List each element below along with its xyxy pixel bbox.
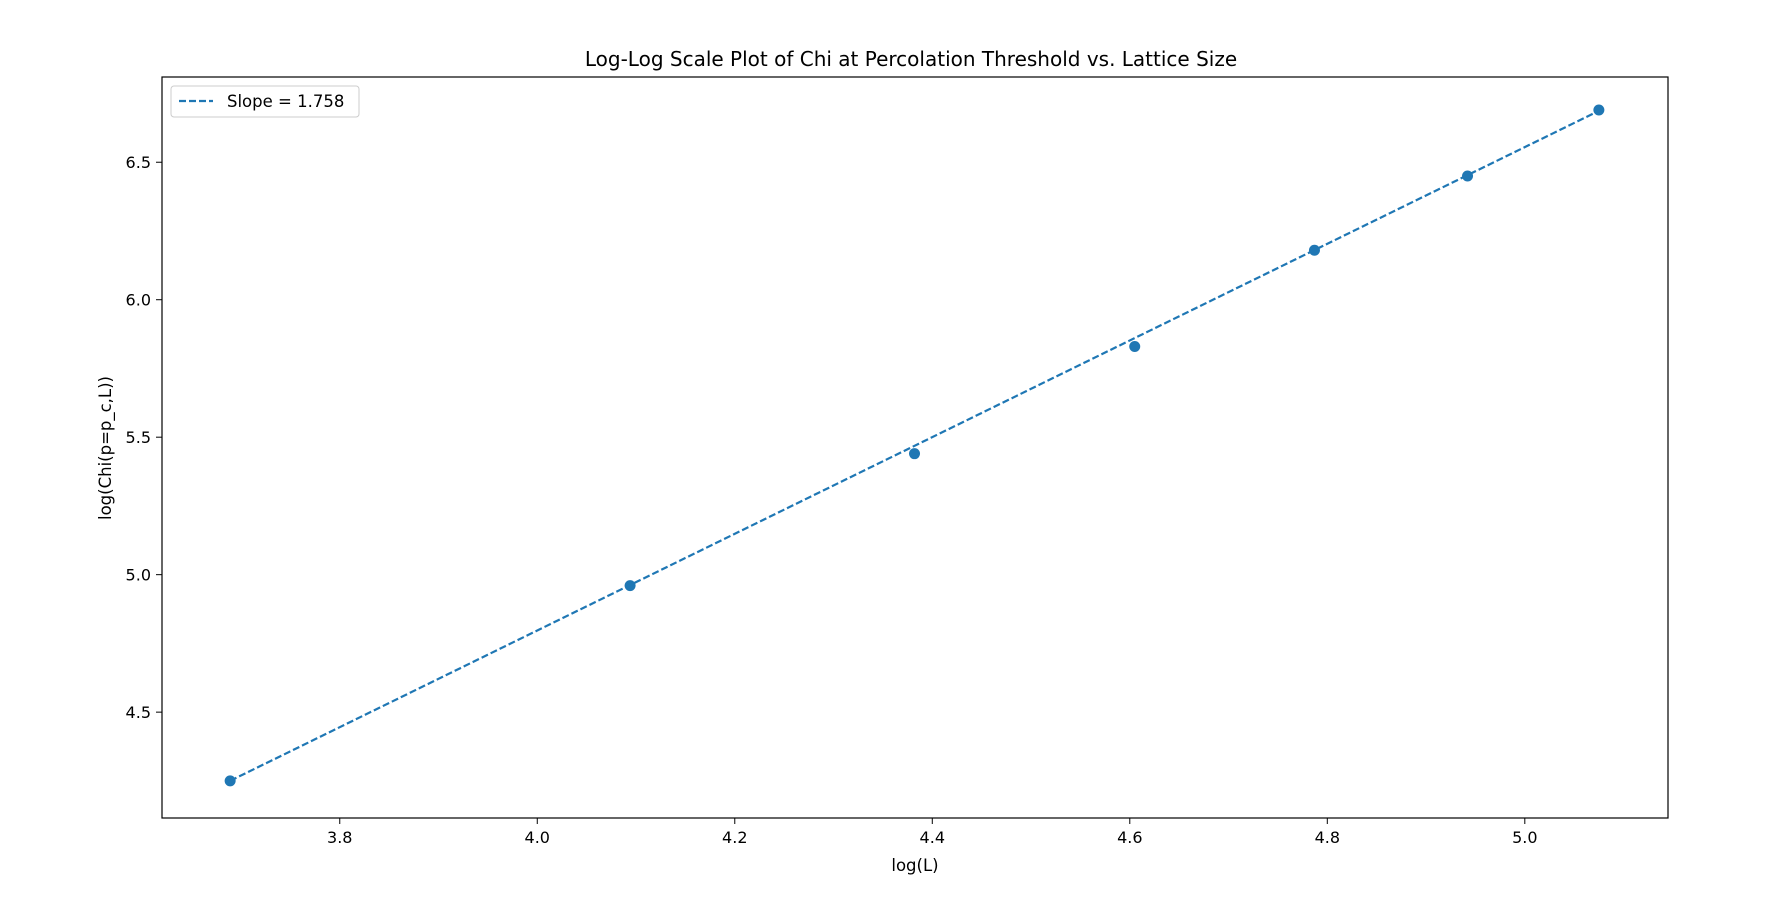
x-axis-label: log(L) bbox=[891, 856, 938, 875]
y-tick-label: 5.5 bbox=[126, 428, 151, 447]
data-point bbox=[224, 775, 236, 787]
y-axis-label: log(Chi(p=p_c,L)) bbox=[96, 376, 116, 520]
legend-box bbox=[170, 85, 360, 118]
legend-label: Slope = 1.758 bbox=[227, 92, 344, 111]
fit-line bbox=[229, 109, 1600, 782]
y-tick-label: 6.5 bbox=[126, 153, 151, 172]
y-tick-label: 4.5 bbox=[126, 703, 151, 722]
plot-area bbox=[224, 104, 1605, 787]
y-tick-label: 5.0 bbox=[126, 566, 151, 585]
y-tick-label: 6.0 bbox=[126, 291, 151, 310]
x-tick-label: 4.0 bbox=[525, 828, 550, 847]
data-point bbox=[1462, 170, 1474, 182]
x-tick-label: 4.6 bbox=[1117, 828, 1142, 847]
x-tick-label: 4.4 bbox=[920, 828, 945, 847]
axes-frame bbox=[161, 76, 1669, 819]
data-point bbox=[1308, 244, 1320, 256]
x-tick-label: 5.0 bbox=[1512, 828, 1537, 847]
x-tick-label: 4.2 bbox=[722, 828, 747, 847]
y-axis: 4.5 5.0 5.5 6.0 6.5 bbox=[126, 153, 162, 722]
x-axis: 3.8 4.0 4.2 4.4 4.6 4.8 5.0 bbox=[327, 818, 1538, 847]
x-tick-label: 3.8 bbox=[327, 828, 352, 847]
data-point bbox=[624, 580, 636, 592]
x-tick-label: 4.8 bbox=[1315, 828, 1340, 847]
data-point bbox=[1129, 340, 1141, 352]
chart-title: Log-Log Scale Plot of Chi at Percolation… bbox=[585, 47, 1237, 71]
legend: Slope = 1.758 bbox=[170, 85, 360, 118]
data-point bbox=[1593, 104, 1605, 116]
data-point bbox=[909, 448, 921, 460]
